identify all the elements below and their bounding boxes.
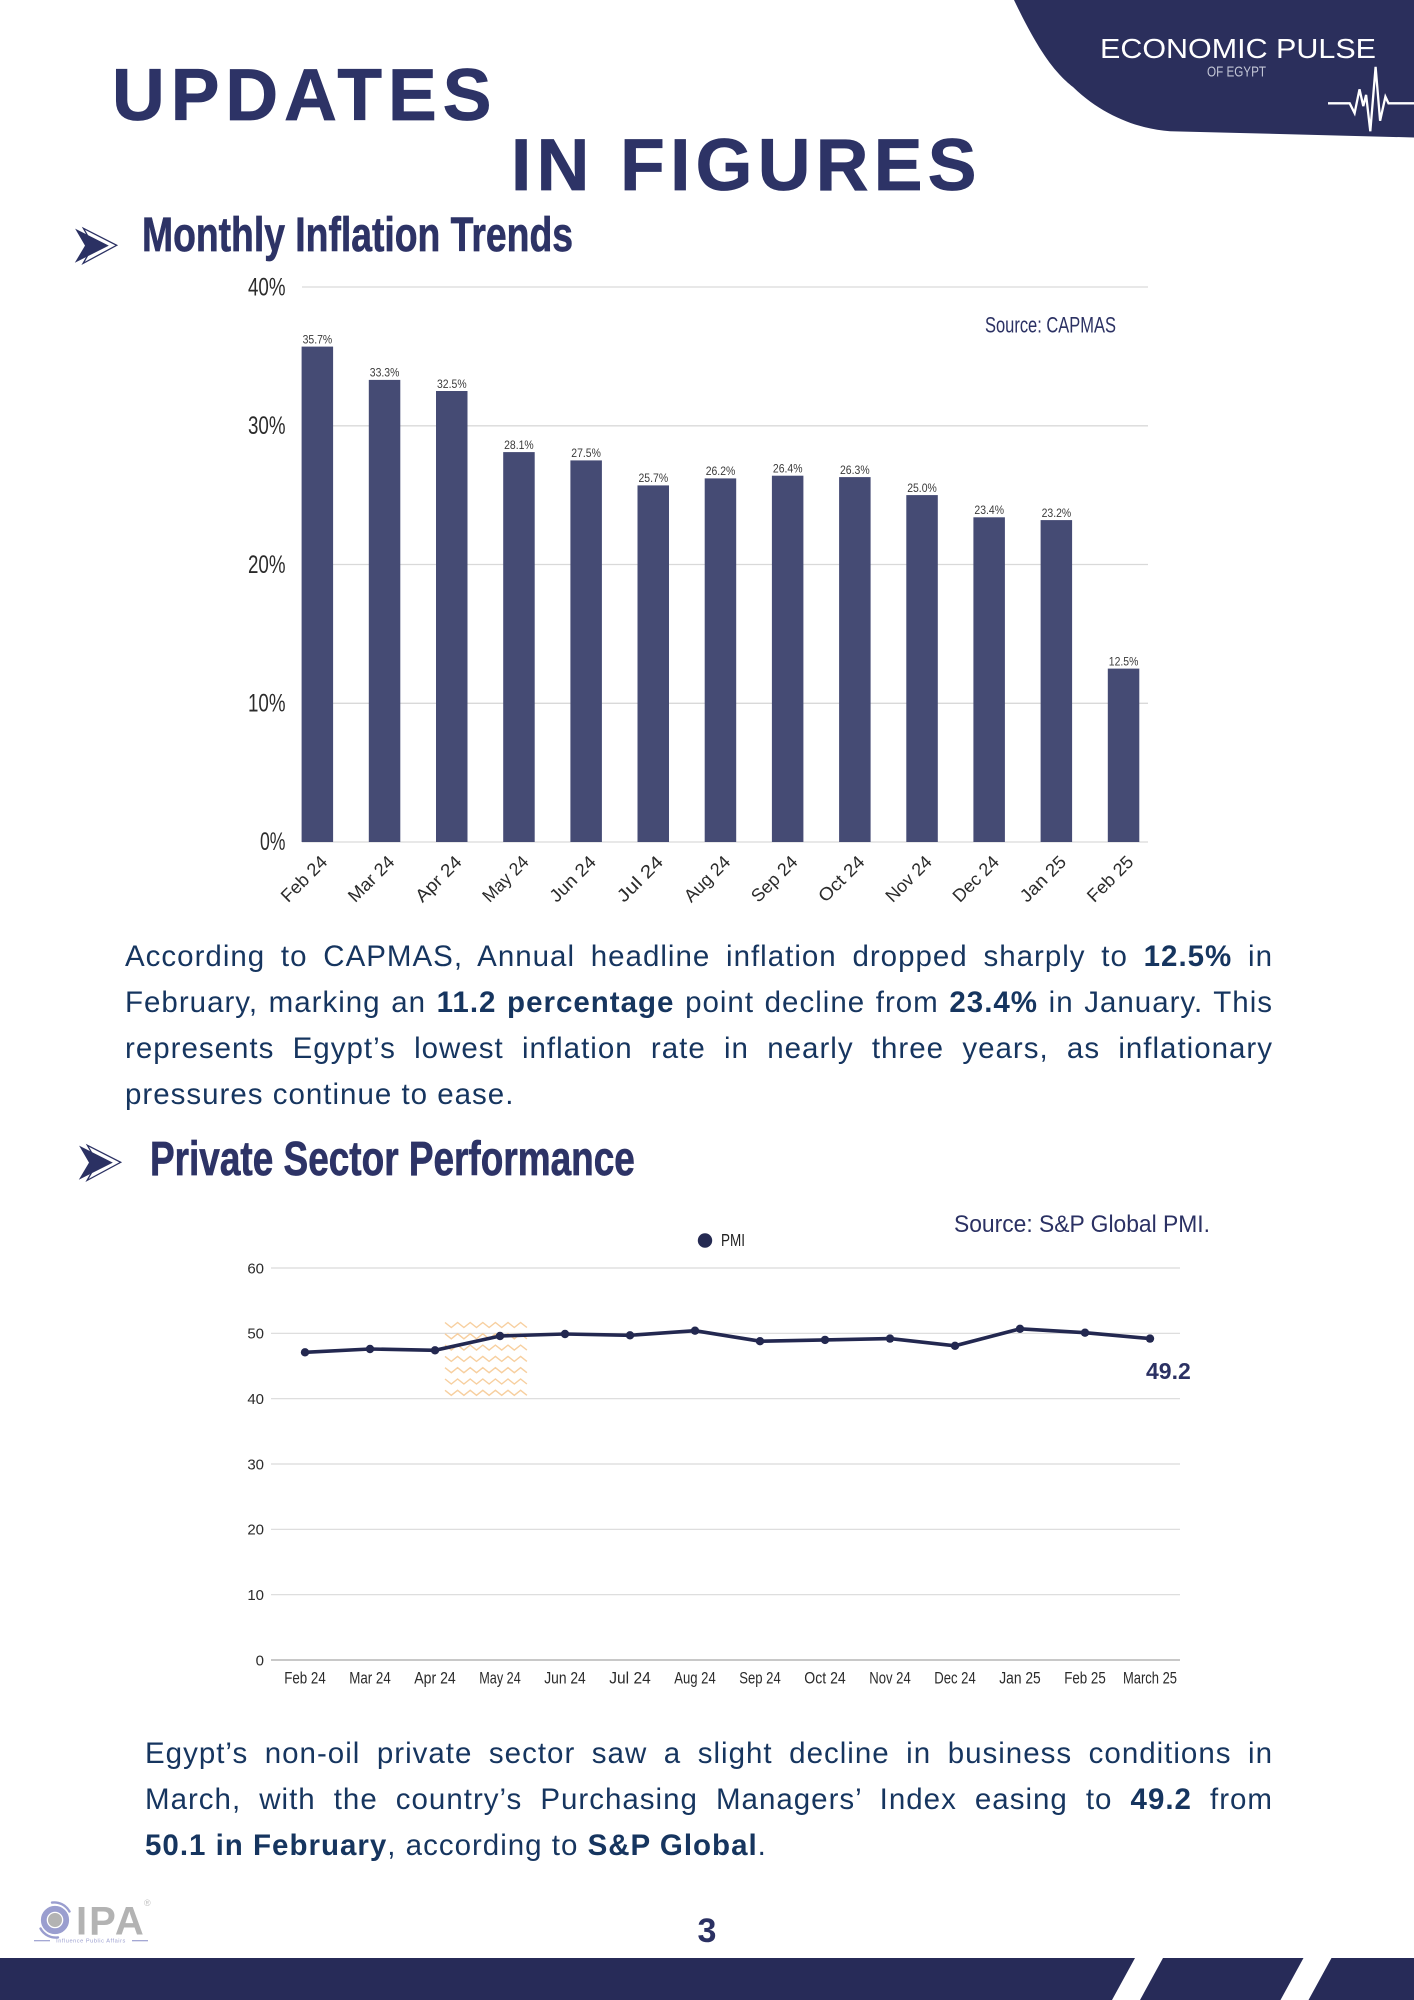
svg-text:Aug 24: Aug 24 <box>680 852 734 906</box>
svg-text:Oct 24: Oct 24 <box>804 1669 846 1688</box>
svg-text:Sep 24: Sep 24 <box>739 1669 781 1688</box>
svg-text:Jan 25: Jan 25 <box>999 1669 1041 1688</box>
svg-text:Oct 24: Oct 24 <box>814 852 868 906</box>
svg-text:Source: CAPMAS: Source: CAPMAS <box>985 313 1116 338</box>
svg-text:Apr 24: Apr 24 <box>414 1669 456 1688</box>
svg-text:30: 30 <box>247 1456 264 1473</box>
svg-text:Feb 24: Feb 24 <box>277 852 331 906</box>
svg-text:33.3%: 33.3% <box>370 366 400 380</box>
svg-text:12.5%: 12.5% <box>1109 654 1139 668</box>
svg-text:Dec 24: Dec 24 <box>949 852 1003 906</box>
svg-text:May 24: May 24 <box>478 852 532 906</box>
svg-text:10: 10 <box>247 1587 264 1604</box>
svg-text:26.4%: 26.4% <box>773 462 803 476</box>
svg-text:25.0%: 25.0% <box>907 481 937 495</box>
svg-text:50: 50 <box>247 1326 264 1343</box>
svg-text:28.1%: 28.1% <box>504 438 534 452</box>
svg-text:Jul 24: Jul 24 <box>609 1669 651 1688</box>
svg-text:35.7%: 35.7% <box>303 332 333 346</box>
svg-text:Influence Public Affairs: Influence Public Affairs <box>56 1939 126 1945</box>
svg-text:Feb 24: Feb 24 <box>284 1669 326 1688</box>
svg-text:OF EGYPT: OF EGYPT <box>1207 64 1266 81</box>
svg-text:Aug 24: Aug 24 <box>674 1669 716 1688</box>
svg-text:March 25: March 25 <box>1123 1669 1177 1688</box>
svg-text:May 24: May 24 <box>479 1669 521 1688</box>
svg-text:27.5%: 27.5% <box>571 446 601 460</box>
svg-text:Jun 24: Jun 24 <box>545 852 599 906</box>
svg-text:32.5%: 32.5% <box>437 377 467 391</box>
svg-text:IPA: IPA <box>76 1900 146 1944</box>
svg-text:PMI: PMI <box>721 1230 745 1250</box>
svg-text:Nov 24: Nov 24 <box>869 1669 911 1688</box>
svg-text:®: ® <box>144 1898 151 1908</box>
svg-text:ECONOMIC PULSE: ECONOMIC PULSE <box>1100 33 1376 64</box>
svg-text:26.2%: 26.2% <box>706 464 736 478</box>
svg-text:Jan 25: Jan 25 <box>1016 852 1070 906</box>
svg-text:60: 60 <box>247 1260 264 1277</box>
svg-text:Feb 25: Feb 25 <box>1083 852 1137 906</box>
svg-text:Mar 24: Mar 24 <box>349 1669 391 1688</box>
svg-text:Apr 24: Apr 24 <box>411 852 465 906</box>
svg-text:20: 20 <box>247 1522 264 1539</box>
svg-text:40%: 40% <box>248 274 286 302</box>
svg-text:Jun 24: Jun 24 <box>544 1669 586 1688</box>
svg-text:Source: S&P Global PMI.: Source: S&P Global PMI. <box>954 1211 1210 1238</box>
svg-text:Dec 24: Dec 24 <box>934 1669 976 1688</box>
svg-text:20%: 20% <box>248 551 286 579</box>
svg-text:Feb 25: Feb 25 <box>1064 1669 1106 1688</box>
svg-text:23.4%: 23.4% <box>974 503 1004 517</box>
svg-text:Jul 24: Jul 24 <box>613 852 667 906</box>
svg-text:40: 40 <box>247 1391 264 1408</box>
svg-text:23.2%: 23.2% <box>1042 506 1072 520</box>
svg-text:Mar 24: Mar 24 <box>344 852 398 906</box>
svg-text:26.3%: 26.3% <box>840 463 870 477</box>
svg-text:Sep 24: Sep 24 <box>747 852 801 906</box>
svg-text:Nov 24: Nov 24 <box>881 852 935 906</box>
svg-text:10%: 10% <box>248 690 286 718</box>
svg-text:25.7%: 25.7% <box>639 471 669 485</box>
svg-text:0%: 0% <box>260 828 286 856</box>
svg-text:30%: 30% <box>248 412 286 440</box>
svg-text:0: 0 <box>256 1652 264 1669</box>
svg-text:49.2: 49.2 <box>1146 1358 1191 1384</box>
